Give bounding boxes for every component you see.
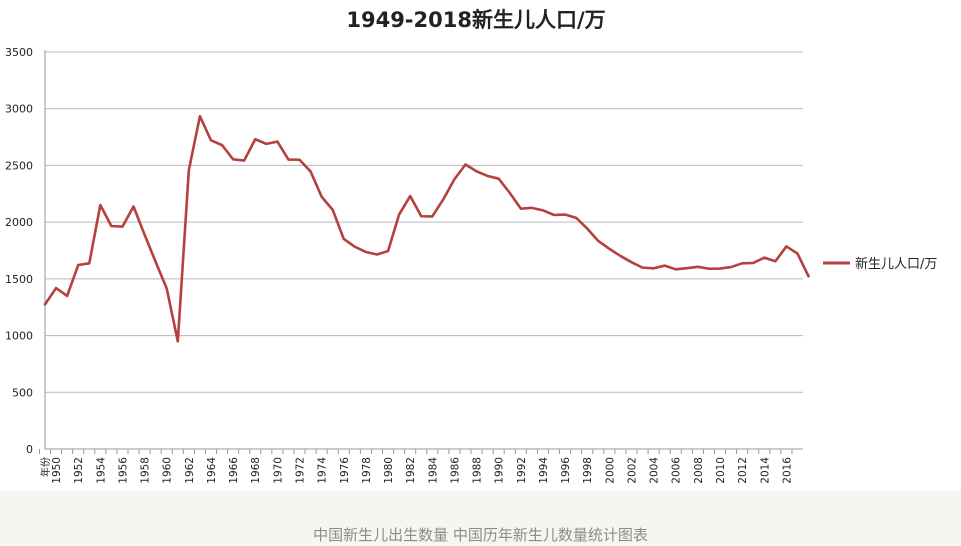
legend-label: 新生儿人口/万	[855, 256, 937, 272]
x-tick-label: 2008	[693, 457, 705, 484]
x-tick-label: 1998	[582, 457, 594, 484]
x-tick-label: 2014	[759, 457, 771, 484]
x-tick-label: 1950	[51, 457, 63, 484]
x-tick-label: 1962	[184, 457, 196, 484]
y-tick-label: 2500	[5, 159, 33, 172]
x-tick-label: 1966	[228, 457, 240, 484]
x-tick-label: 2006	[671, 457, 683, 484]
series-layer	[43, 114, 810, 343]
x-tick-label: 1960	[162, 457, 174, 484]
gridlines	[45, 51, 803, 393]
x-tick-label: 1984	[427, 457, 439, 484]
x-tick-label: 2010	[715, 457, 727, 484]
line-chart: 1949-2018新生儿人口/万 0 500 1000 1500 2000 2500 300…	[5, 8, 937, 484]
x-tick-label: 2000	[604, 457, 616, 484]
legend: 新生儿人口/万	[823, 256, 937, 272]
x-tick-label: 1992	[516, 457, 528, 484]
y-tick-label: 0	[26, 443, 33, 456]
x-tick-label: 1978	[361, 457, 373, 484]
x-tick-label: 1970	[272, 457, 284, 484]
y-tick-label: 3000	[5, 103, 33, 116]
x-tick-label: 1990	[494, 457, 506, 484]
x-tick-label: 年份	[39, 457, 52, 477]
x-tick-label: 1972	[295, 457, 307, 484]
x-tick-label: 2012	[737, 457, 749, 484]
x-tick-label: 1994	[538, 457, 550, 484]
x-tick-label: 1996	[560, 457, 572, 484]
x-tick-label: 1988	[472, 457, 484, 484]
caption-bar	[0, 491, 961, 546]
y-tick-label: 500	[12, 386, 33, 399]
x-tick-label: 1982	[405, 457, 417, 484]
x-tick-label: 1952	[73, 457, 85, 484]
x-tick-label: 1974	[317, 457, 329, 484]
x-tick-label: 1954	[95, 457, 107, 484]
y-tick-label: 1500	[5, 273, 33, 286]
series-line	[43, 114, 810, 343]
y-tick-label: 3500	[5, 46, 33, 59]
x-tick-label: 1986	[449, 457, 461, 484]
x-tick-label: 2002	[626, 457, 638, 484]
y-tick-label: 2000	[5, 216, 33, 229]
chart-title: 1949-2018新生儿人口/万	[346, 8, 605, 32]
x-tick-label: 2016	[781, 457, 793, 484]
x-tick-label: 1976	[339, 457, 351, 484]
image-caption: 中国新生儿出生数量 中国历年新生儿数量统计图表	[313, 526, 648, 544]
x-tick-label: 1964	[206, 457, 218, 484]
x-tick-label: 1980	[383, 457, 395, 484]
x-tick-label: 2004	[649, 457, 661, 484]
x-tick-label: 1958	[140, 457, 152, 484]
x-tick-label: 1956	[117, 457, 129, 484]
x-axis: 年份 1950 1952 1954 1956 1958 1960 1962 1964 1966 19…	[38, 448, 803, 484]
x-tick-label: 1968	[250, 457, 262, 484]
y-tick-label: 1000	[5, 330, 33, 343]
y-axis: 0 500 1000 1500 2000 2500 3000 3500	[5, 46, 46, 456]
